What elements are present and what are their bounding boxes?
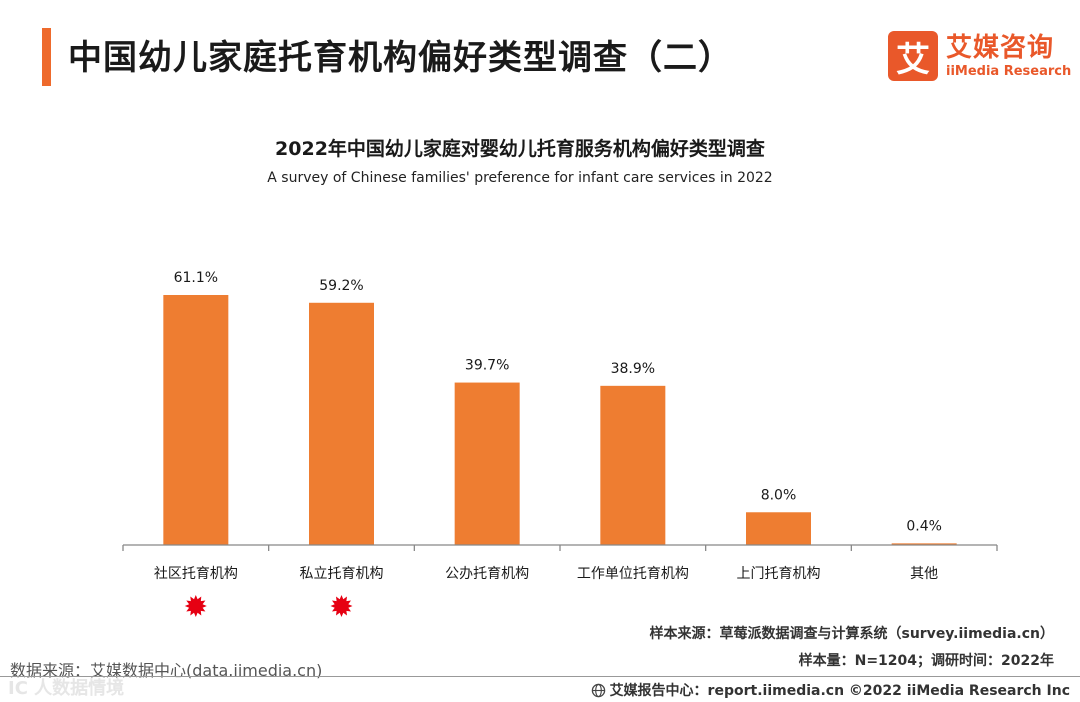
sample-size: 样本量：N=1204；调研时间：2022年 <box>798 653 1054 669</box>
sample-source: 样本来源：草莓派数据调查与计算系统（survey.iimedia.cn） <box>649 626 1054 642</box>
category-label-4: 上门托育机构 <box>737 566 821 582</box>
value-label-1: 59.2% <box>319 278 363 294</box>
footer-text: 艾媒报告中心：report.iimedia.cn ©2022 iiMedia R… <box>609 683 1070 699</box>
category-label-2: 公办托育机构 <box>445 566 529 582</box>
category-label-5: 其他 <box>910 566 938 582</box>
logo-cn: 艾媒咨询 <box>946 32 1055 63</box>
bar-1 <box>309 302 374 545</box>
logo-mark: 艾 <box>888 31 938 81</box>
value-label-0: 61.1% <box>174 270 218 286</box>
bar-4 <box>746 512 811 545</box>
page-title: 中国幼儿家庭托育机构偏好类型调查（二） <box>68 38 733 78</box>
logo-en: iiMedia Research <box>946 63 1072 79</box>
category-label-3: 工作单位托育机构 <box>577 566 689 582</box>
bar-0 <box>163 295 229 545</box>
category-label-1: 私立托育机构 <box>300 566 384 582</box>
bar-2 <box>454 382 520 545</box>
chart-subtitle: A survey of Chinese families' preference… <box>267 170 773 186</box>
value-label-3: 38.9% <box>611 361 655 377</box>
footer-divider <box>0 676 1080 677</box>
title-accent-bar <box>42 28 51 86</box>
value-label-4: 8.0% <box>761 487 797 503</box>
logo-text: 艾媒咨询 iiMedia Research <box>946 35 1071 78</box>
watermark: IC 人数据情境 <box>8 678 125 699</box>
bar-5 <box>891 543 957 545</box>
chart-title: 2022年中国幼儿家庭对婴幼儿托育服务机构偏好类型调查 <box>275 138 765 160</box>
value-label-5: 0.4% <box>906 518 942 534</box>
data-source: 数据来源：艾媒数据中心(data.iimedia.cn) <box>10 661 323 680</box>
highlight-star-icon-1 <box>330 595 353 617</box>
iimedia-logo: 艾 艾媒咨询 iiMedia Research <box>888 30 1071 82</box>
value-label-2: 39.7% <box>465 358 509 374</box>
bar-3 <box>600 385 666 545</box>
category-label-0: 社区托育机构 <box>154 566 238 582</box>
footer: 艾媒报告中心：report.iimedia.cn ©2022 iiMedia R… <box>591 680 1070 700</box>
globe-icon <box>591 683 605 697</box>
highlight-star-icon-0 <box>184 595 207 617</box>
